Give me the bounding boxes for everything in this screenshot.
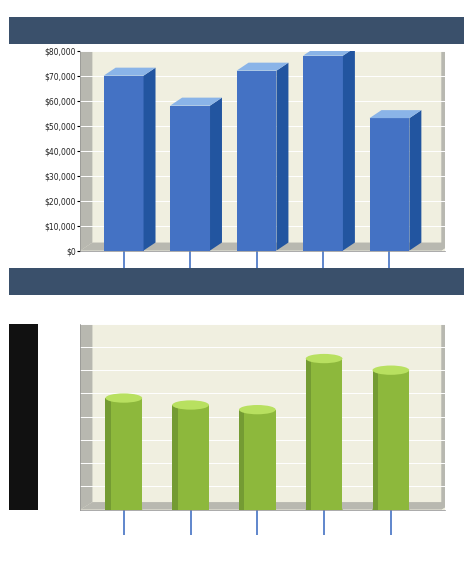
Polygon shape xyxy=(80,43,92,251)
Polygon shape xyxy=(80,316,92,510)
Polygon shape xyxy=(80,502,453,510)
Bar xyxy=(306,359,342,510)
Polygon shape xyxy=(277,62,289,251)
Polygon shape xyxy=(143,68,156,251)
Bar xyxy=(172,405,209,510)
Bar xyxy=(105,398,142,510)
Ellipse shape xyxy=(306,505,342,514)
Ellipse shape xyxy=(172,505,209,514)
Bar xyxy=(373,370,378,510)
Bar xyxy=(104,75,143,251)
Bar xyxy=(369,118,410,251)
Polygon shape xyxy=(104,68,156,75)
Bar xyxy=(170,106,210,251)
Polygon shape xyxy=(441,43,453,251)
Ellipse shape xyxy=(105,505,142,514)
Polygon shape xyxy=(343,48,355,251)
Polygon shape xyxy=(303,48,355,56)
Ellipse shape xyxy=(105,394,142,403)
Ellipse shape xyxy=(172,400,209,410)
Ellipse shape xyxy=(239,505,276,514)
Polygon shape xyxy=(80,243,453,251)
Polygon shape xyxy=(369,110,421,118)
Bar xyxy=(239,410,245,510)
Polygon shape xyxy=(80,43,453,51)
Polygon shape xyxy=(410,110,421,251)
Bar xyxy=(172,405,178,510)
Bar xyxy=(373,370,409,510)
Ellipse shape xyxy=(239,405,276,414)
Polygon shape xyxy=(170,97,222,106)
Bar xyxy=(306,359,311,510)
Bar xyxy=(236,70,277,251)
Polygon shape xyxy=(441,316,453,510)
Polygon shape xyxy=(80,316,453,324)
Bar xyxy=(303,56,343,251)
Bar xyxy=(105,398,111,510)
Polygon shape xyxy=(210,97,222,251)
Polygon shape xyxy=(236,62,289,70)
Ellipse shape xyxy=(373,365,409,375)
Ellipse shape xyxy=(306,354,342,363)
Bar xyxy=(239,410,276,510)
Ellipse shape xyxy=(373,505,409,514)
